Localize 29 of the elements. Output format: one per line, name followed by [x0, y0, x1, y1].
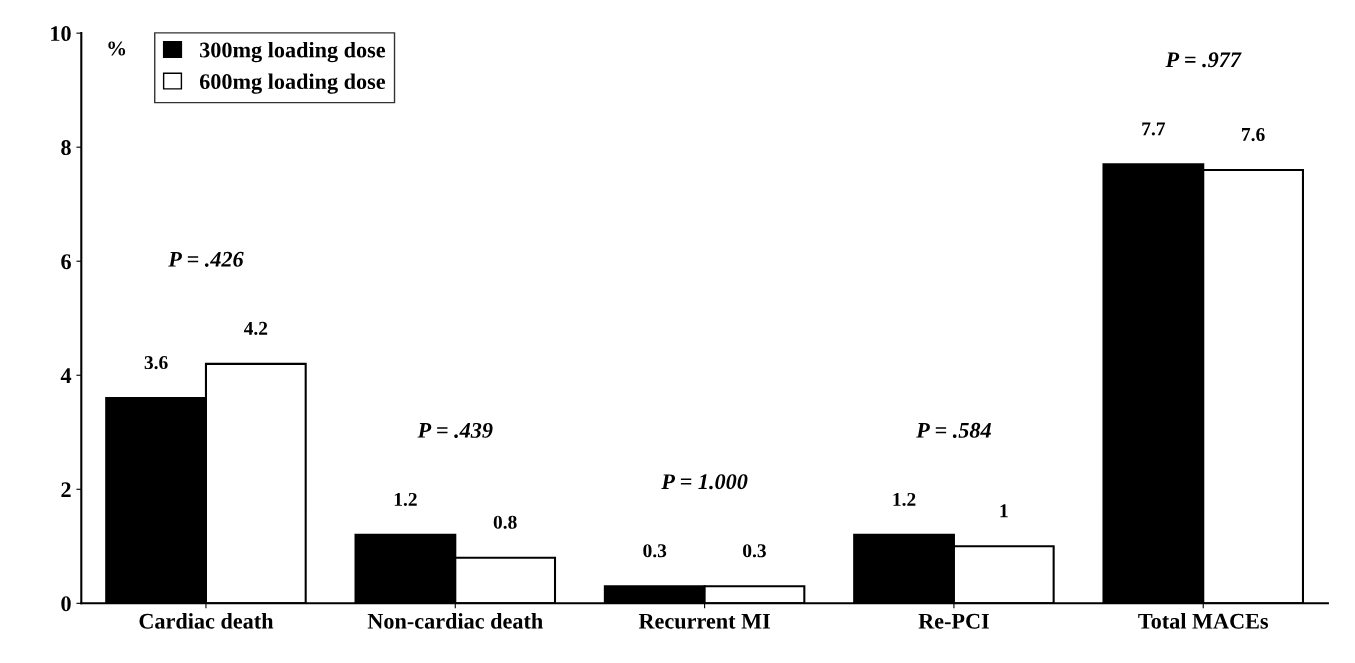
x-tick-label: Recurrent MI [638, 613, 770, 629]
data-label: 3.6 [144, 356, 168, 370]
legend-label: 300mg loading dose [200, 41, 386, 63]
data-label: 1 [1000, 504, 1008, 518]
x-tick-label: Total MACEs [1138, 613, 1269, 629]
data-label: 0.3 [643, 544, 667, 558]
y-tick-label: 10 [51, 26, 71, 42]
annotation: P = .977 [1165, 52, 1242, 68]
annotation: P = .426 [168, 251, 244, 267]
data-label: 7.7 [1142, 122, 1166, 136]
data-label: 0.8 [493, 515, 517, 529]
y-tick-label: 0 [61, 596, 71, 612]
data-label: 1.2 [394, 492, 417, 507]
data-label: 1.2 [893, 492, 916, 507]
annotation: P = 1.000 [661, 474, 748, 490]
x-tick-label: Cardiac death [139, 613, 274, 629]
data-label: 7.6 [1242, 127, 1265, 142]
data-label: 4.2 [243, 321, 268, 335]
y-tick-label: 2 [61, 482, 71, 497]
y-tick-label: 4 [60, 368, 72, 383]
x-tick-label: Re-PCI [918, 613, 989, 629]
y-tick-label: 8 [61, 140, 71, 156]
x-tick-label: Non-cardiac death [367, 613, 543, 629]
data-label: 0.3 [743, 544, 766, 558]
y-tick-label: 6 [61, 254, 71, 270]
y-axis-title: % [108, 41, 126, 56]
annotation: P = .584 [916, 422, 991, 438]
legend-label: 600mg loading dose [199, 73, 386, 94]
annotation: P = .439 [417, 422, 493, 438]
